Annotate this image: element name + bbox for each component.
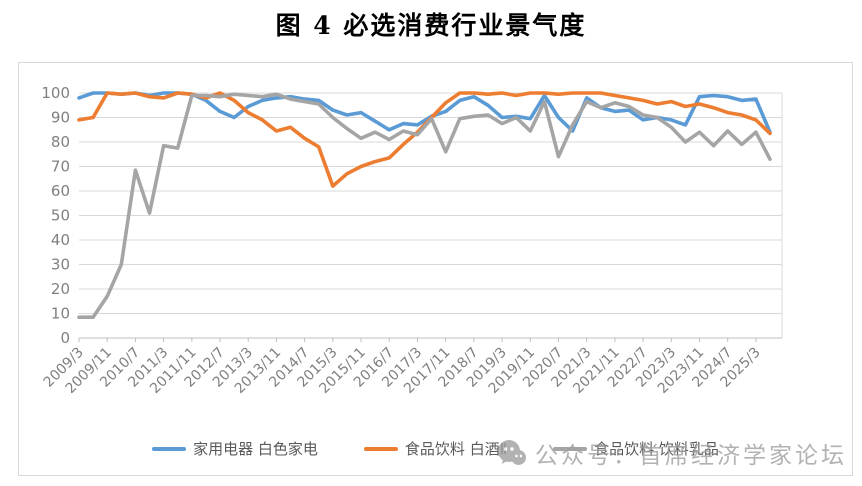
gridlines-group: 0 10 20 30 40 50 60 70 80 90 100 xyxy=(41,84,783,347)
y-tick-label: 50 xyxy=(51,207,70,225)
legend-label: 家用电器 白色家电 xyxy=(193,440,318,458)
legend-marker-blue xyxy=(152,446,187,451)
chart-frame: 0 10 20 30 40 50 60 70 80 90 100 2009/3 2009/11 2010/… xyxy=(18,62,853,476)
y-tick-label: 100 xyxy=(41,84,70,102)
y-tick-label: 90 xyxy=(51,109,70,127)
legend-marker-orange xyxy=(363,446,398,451)
legend-marker-gray xyxy=(553,446,588,451)
legend-label: 食品饮料 白酒Ⅱ xyxy=(404,440,508,458)
x-axis-group: 2009/32009/112010/72011/32011/112012/720… xyxy=(41,337,782,397)
y-tick-label: 70 xyxy=(51,158,70,176)
y-tick-label: 60 xyxy=(51,182,70,200)
series-line-2 xyxy=(77,92,772,319)
legend-label: 食品饮料 饮料乳品 xyxy=(594,440,719,458)
y-tick-label: 0 xyxy=(60,329,70,347)
legend-item-dairy-drinks: 食品饮料 饮料乳品 xyxy=(553,438,719,459)
y-tick-label: 10 xyxy=(51,305,70,323)
y-tick-label: 20 xyxy=(51,280,70,298)
chart-canvas: 0 10 20 30 40 50 60 70 80 90 100 2009/32009/112010/… xyxy=(41,84,783,397)
legend-item-white-goods: 家用电器 白色家电 xyxy=(152,438,318,459)
series-line-1 xyxy=(77,91,772,188)
y-tick-label: 30 xyxy=(51,256,70,274)
y-tick-label: 40 xyxy=(51,231,70,249)
y-tick-label: 80 xyxy=(51,133,70,151)
chart-legend: 家用电器 白色家电 食品饮料 白酒Ⅱ 食品饮料 饮料乳品 xyxy=(19,438,852,459)
chart-title: 图 4 必选消费行业景气度 xyxy=(275,11,587,40)
legend-item-baijiu: 食品饮料 白酒Ⅱ xyxy=(363,438,508,459)
